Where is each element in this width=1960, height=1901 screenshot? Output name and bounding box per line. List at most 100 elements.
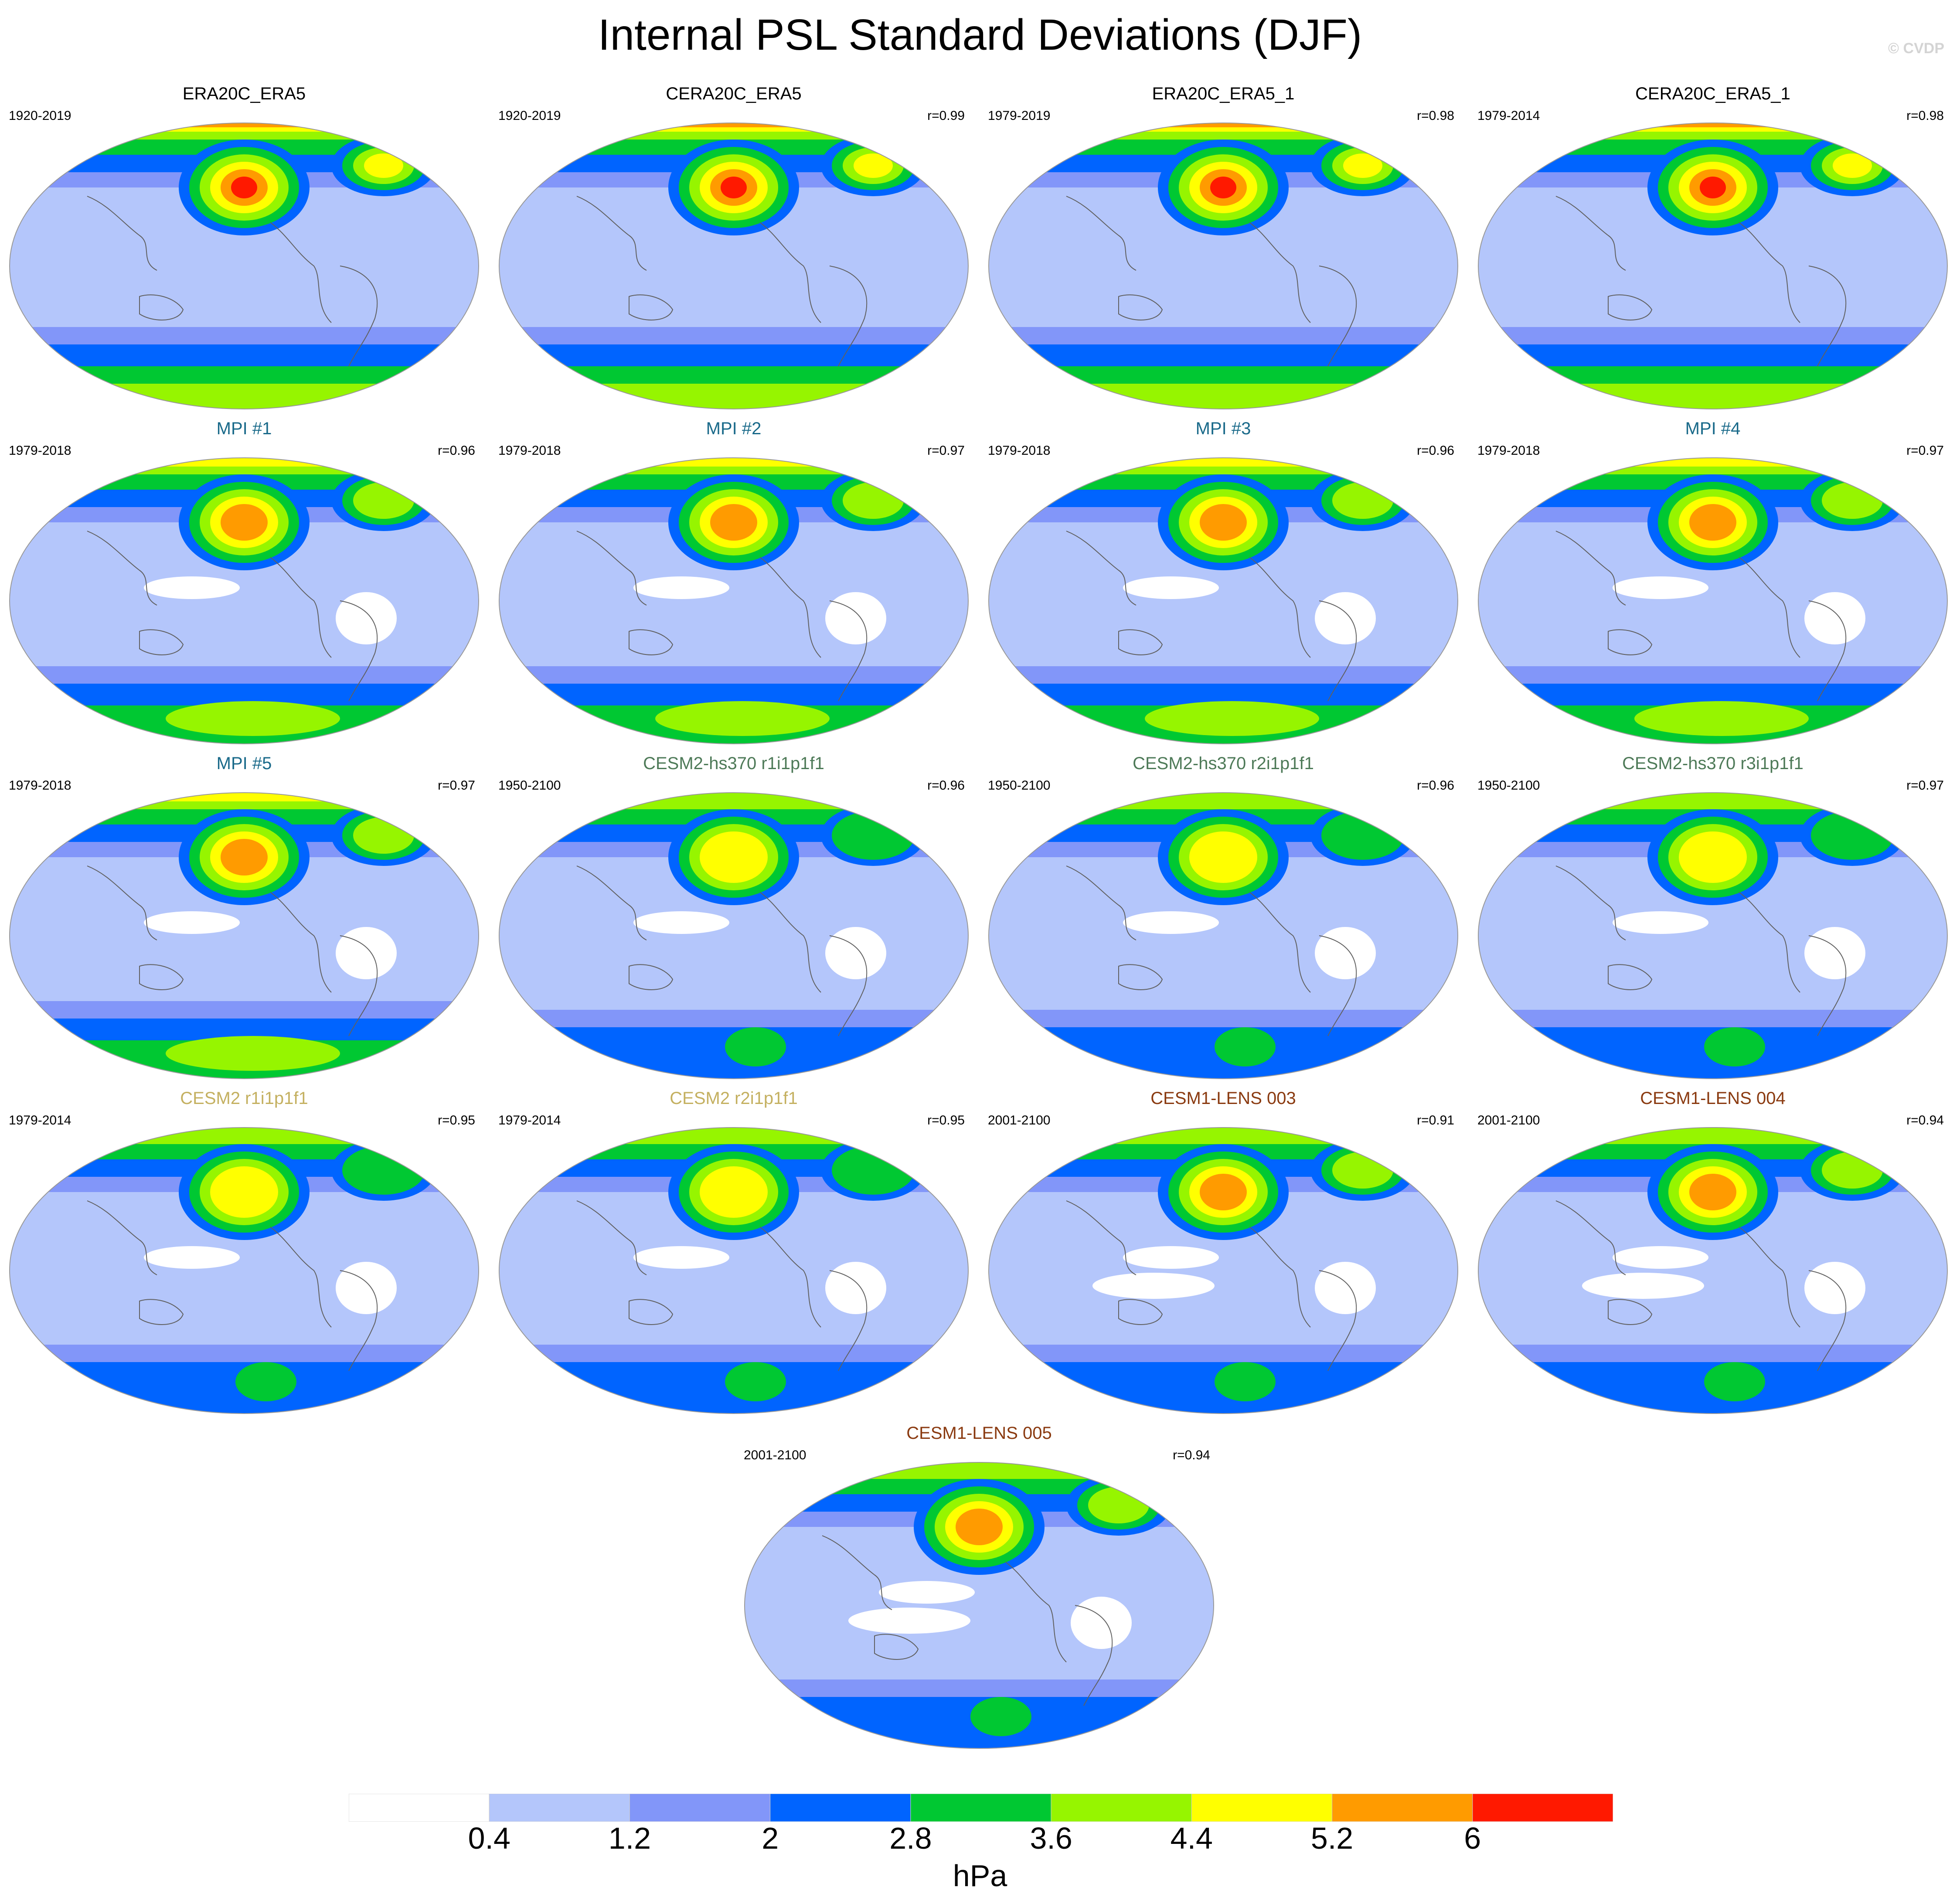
psl-stddev-map [9,457,479,744]
antarctic-blob [1634,701,1809,736]
map-panel: CESM2 r1i1p1f1 1979-2014 r=0.95 [4,1087,484,1419]
arctic-band [1478,793,1947,809]
map-panel: MPI #2 1979-2018 r=0.97 [494,418,973,749]
coastline [87,531,157,606]
low-variance-patch [336,1262,397,1314]
panel-correlation: r=0.97 [927,443,965,458]
panel-title: MPI #5 [216,754,272,773]
map-border [1478,457,1948,744]
panel-correlation: r=0.95 [927,1113,965,1128]
antarctic-core-band [989,384,1458,409]
coastline [1608,1299,1653,1325]
north-pacific-maximum [1200,504,1247,541]
north-atlantic-maximum [1343,153,1382,178]
panel-correlation: r=0.96 [1417,443,1454,458]
low-variance-patch [825,1262,886,1314]
colorbar-box [1332,1794,1473,1822]
panel-title: ERA20C_ERA5 [182,84,306,103]
map-border [499,1127,969,1414]
antarctic-core-band [1478,384,1947,409]
map-border [499,123,969,409]
north-pacific-maximum [700,831,768,883]
panel-years: 1920-2019 [9,109,71,123]
coastline [829,266,868,367]
low-variance-patch [1804,1262,1865,1314]
panel-years: 1950-2100 [1477,778,1540,793]
map-border [1478,1127,1948,1414]
north-atlantic-maximum [1088,1487,1149,1523]
north-pacific-maximum [221,839,268,876]
north-pacific-maximum [221,504,268,541]
south-pacific-blob [725,1027,786,1066]
map-panel: CERA20C_ERA5_1 1979-2014 r=0.98 [1473,83,1953,414]
panel-title: CESM2-hs370 r2i1p1f1 [1133,754,1314,773]
arctic-band [10,1128,479,1144]
psl-stddev-map [988,123,1458,409]
coastline [1739,557,1800,658]
low-variance-patch [1804,592,1865,644]
low-variance-patch [1613,576,1708,599]
coastline [1066,531,1137,606]
low-variance-patch [1315,1262,1376,1314]
map-border [499,457,969,744]
coastline [759,557,821,658]
low-variance-patch [633,1246,729,1269]
south-pacific-blob [1215,1027,1276,1066]
map-border [988,1127,1458,1414]
panel-correlation: r=0.97 [438,778,475,793]
map-border [988,457,1458,744]
cvdp-watermark: © CVDP [1888,40,1944,57]
low-variance-patch [848,1608,970,1634]
map-border [9,123,479,409]
low-variance-patch [825,927,886,979]
coastline [139,1299,184,1325]
psl-stddev-map [1478,123,1948,409]
psl-stddev-map [9,1127,479,1414]
north-atlantic-maximum [1321,811,1404,860]
map-border [988,792,1458,1079]
coastline [1319,600,1357,702]
coastline [139,294,184,320]
low-variance-patch [1582,1273,1704,1299]
coastline [759,222,821,323]
psl-stddev-map [1478,792,1948,1079]
low-variance-patch [1071,1597,1132,1649]
panel-years: 1979-2018 [1477,443,1540,458]
low-variance-patch [633,576,729,599]
psl-stddev-map [988,792,1458,1079]
map-border [1478,792,1948,1079]
map-panel: CERA20C_ERA5 1920-2019 r=0.99 [494,83,973,414]
low-variance-patch [144,1246,240,1269]
coastline [139,964,184,990]
low-variance-patch [1804,927,1865,979]
coastline [1005,1561,1067,1663]
panel-correlation: r=0.97 [1906,778,1944,793]
north-atlantic-maximum [1822,482,1883,519]
coastline [629,629,674,655]
coastline [1608,964,1653,990]
low-variance-patch [1613,1246,1708,1269]
north-atlantic-maximum [364,153,403,178]
panel-years: 1950-2100 [498,778,561,793]
colorbar-box [1191,1794,1333,1822]
colorbar-box [770,1794,911,1822]
map-panel: CESM1-LENS 005 2001-2100 r=0.94 [739,1422,1219,1754]
psl-stddev-map [988,1127,1458,1414]
south-pacific-blob [235,1362,296,1401]
north-pacific-maximum [700,1166,768,1218]
panel-years: 1950-2100 [988,778,1051,793]
low-variance-patch [336,592,397,644]
north-atlantic-maximum [1811,811,1894,860]
colorbar-box [349,1794,490,1822]
psl-stddev-map [988,457,1458,744]
north-pacific-maximum [1189,831,1257,883]
map-border [1478,123,1948,409]
coastline [629,294,674,320]
low-variance-patch [1315,592,1376,644]
arctic-band [1478,1128,1947,1144]
north-pacific-maximum [1689,1174,1736,1210]
coastline [1555,1200,1626,1275]
panel-correlation: r=0.98 [1906,109,1944,123]
map-border [499,792,969,1079]
panel-correlation: r=0.96 [438,443,475,458]
